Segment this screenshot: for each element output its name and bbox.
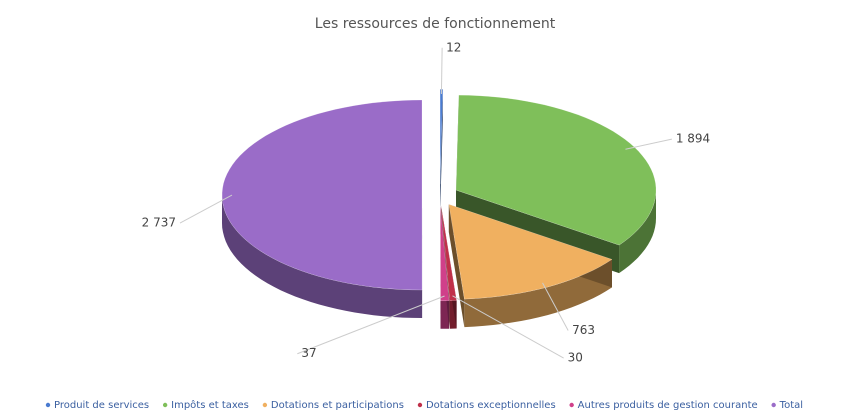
slice <box>439 88 444 185</box>
legend-marker <box>417 402 423 408</box>
slice-side <box>222 195 423 318</box>
legend-marker <box>569 402 574 408</box>
data-labels: 12 1 894 763 30 37 2 737 <box>142 40 711 364</box>
legend-label: Dotations exceptionnelles <box>426 400 556 411</box>
slice-side <box>464 259 612 328</box>
data-label: 12 <box>446 40 461 54</box>
legend-label: Dotations et participations <box>271 400 404 411</box>
legend-marker <box>162 402 168 408</box>
leader-line <box>179 194 233 224</box>
data-label: 2 737 <box>142 216 176 230</box>
legend-marker <box>771 402 776 408</box>
leader-line <box>542 282 569 331</box>
legend-label: Impôts et taxes <box>171 399 249 411</box>
legend-label: Autres produits de gestion courante <box>578 400 758 411</box>
legend-label: Total <box>779 400 803 411</box>
slice-side <box>440 300 449 329</box>
chart-title: Les ressources de fonctionnement <box>315 16 556 32</box>
slice-side <box>619 190 656 274</box>
slice <box>448 204 613 300</box>
data-label: 37 <box>301 346 316 360</box>
leader-line <box>297 295 445 355</box>
leader-line <box>625 138 672 150</box>
legend-marker <box>45 402 51 408</box>
slice <box>440 205 450 302</box>
slice-face <box>448 204 465 328</box>
slice <box>221 99 423 291</box>
slice-face <box>440 89 443 213</box>
slice <box>440 205 457 301</box>
pie-tops <box>221 88 657 302</box>
data-label: 30 <box>568 351 583 365</box>
data-label: 763 <box>572 323 595 337</box>
leader-line <box>440 47 443 94</box>
leader-line <box>452 295 564 359</box>
data-label: 1 894 <box>676 132 710 146</box>
legend: Produit de services Impôts et taxes Dotati… <box>45 399 803 411</box>
legend-marker <box>262 402 268 408</box>
legend-label: Produit de services <box>54 400 149 411</box>
